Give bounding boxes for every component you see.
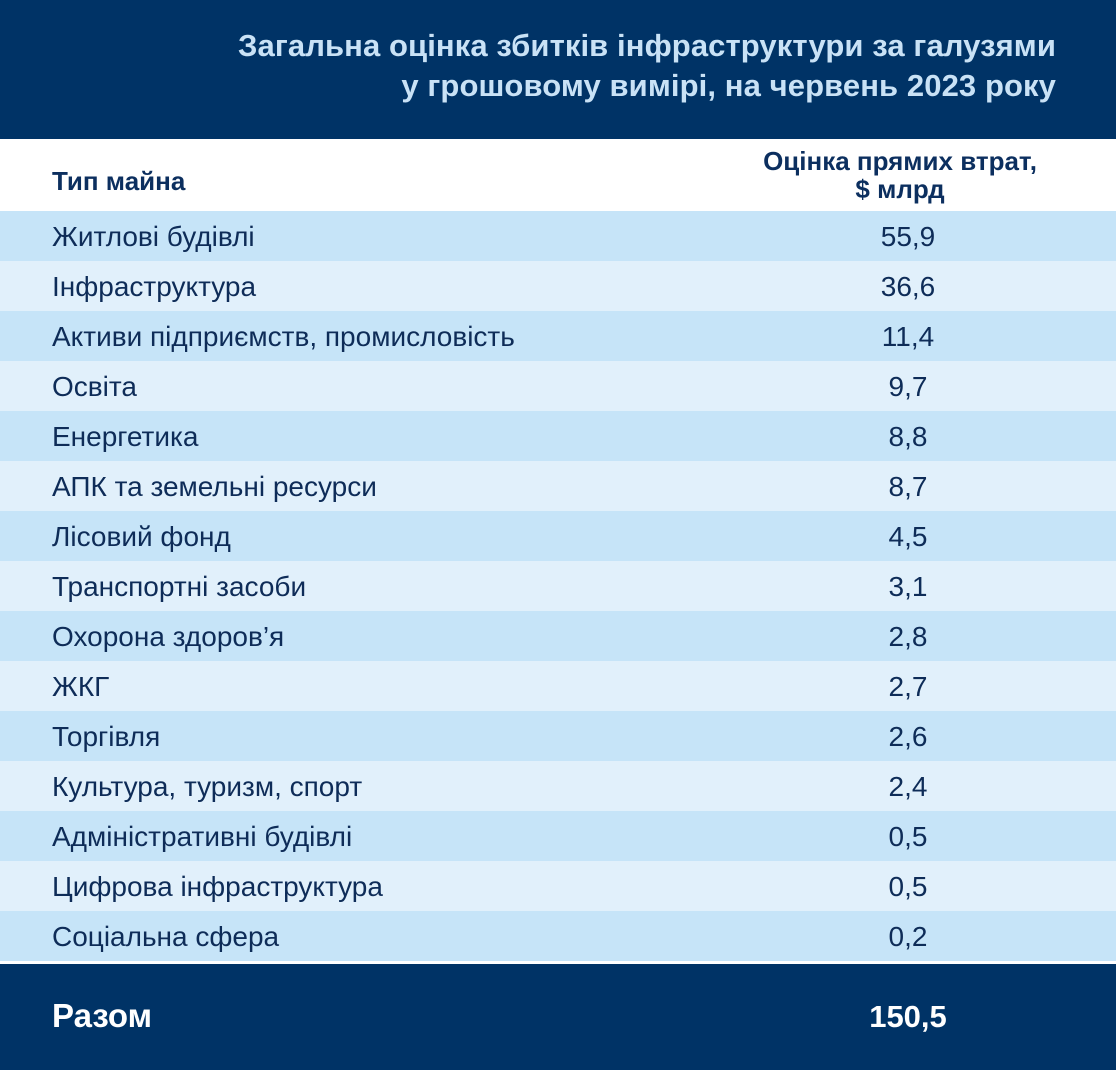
table-row: Культура, туризм, спорт 2,4 (0, 761, 1116, 811)
row-value: 2,8 (888, 621, 928, 652)
table-row: Охорона здоров’я 2,8 (0, 611, 1116, 661)
row-label: Житлові будівлі (52, 221, 255, 252)
table-row: Соціальна сфера 0,2 (0, 911, 1116, 961)
row-value: 8,8 (888, 421, 928, 452)
column-header-value-line-2: $ млрд (855, 174, 945, 204)
table-row: Торгівля 2,6 (0, 711, 1116, 761)
row-label: АПК та земельні ресурси (52, 471, 377, 502)
table-row: Освіта 9,7 (0, 361, 1116, 411)
total-label: Разом (52, 997, 153, 1034)
table-row: Активи підприємств, промисловість 11,4 (0, 311, 1116, 361)
row-value: 8,7 (888, 471, 928, 502)
row-label: Лісовий фонд (52, 521, 231, 552)
row-label: Інфраструктура (52, 271, 257, 302)
table-row: Транспортні засоби 3,1 (0, 561, 1116, 611)
table-row: Адміністративні будівлі 0,5 (0, 811, 1116, 861)
row-label: ЖКГ (52, 671, 110, 702)
row-label: Цифрова інфраструктура (52, 871, 383, 902)
table-body: Житлові будівлі 55,9 Інфраструктура 36,6 Акт… (0, 211, 1116, 961)
row-label: Охорона здоров’я (52, 621, 285, 652)
table-row: ЖКГ 2,7 (0, 661, 1116, 711)
row-label: Транспортні засоби (52, 571, 307, 602)
row-value: 0,5 (888, 821, 928, 852)
row-value: 55,9 (880, 221, 936, 252)
column-header-type: Тип майна (52, 166, 186, 196)
title-banner: Загальна оцінка збитків інфраструктури з… (0, 0, 1116, 139)
row-value: 36,6 (880, 271, 936, 302)
title-line-2: у грошовому вимірі, на червень 2023 року (401, 68, 1056, 103)
row-label: Активи підприємств, промисловість (52, 321, 515, 352)
table-row: Енергетика 8,8 (0, 411, 1116, 461)
row-label: Енергетика (52, 421, 199, 452)
table-row: Лісовий фонд 4,5 (0, 511, 1116, 561)
title-line-1: Загальна оцінка збитків інфраструктури з… (237, 28, 1056, 63)
table-header: Тип майна Оцінка прямих втрат, $ млрд (0, 139, 1116, 211)
row-value: 0,5 (888, 871, 928, 902)
row-label: Адміністративні будівлі (52, 821, 353, 852)
table-row: Цифрова інфраструктура 0,5 (0, 861, 1116, 911)
table-row: АПК та земельні ресурси 8,7 (0, 461, 1116, 511)
row-value: 4,5 (888, 521, 928, 552)
row-value: 0,2 (888, 921, 928, 952)
row-value: 3,1 (888, 571, 928, 602)
row-value: 9,7 (888, 371, 928, 402)
row-value: 11,4 (881, 321, 935, 352)
column-header-value-line-1: Оцінка прямих втрат, (763, 146, 1037, 176)
total-row: Разом 150,5 (0, 964, 1116, 1070)
column-header-value: Оцінка прямих втрат, $ млрд (700, 147, 1100, 203)
row-value: 2,7 (888, 671, 928, 702)
row-value: 2,4 (888, 771, 928, 802)
row-label: Культура, туризм, спорт (52, 771, 363, 802)
row-value: 2,6 (888, 721, 928, 752)
row-label: Освіта (52, 371, 137, 402)
row-label: Соціальна сфера (52, 921, 280, 952)
table-row: Житлові будівлі 55,9 (0, 211, 1116, 261)
row-label: Торгівля (52, 721, 161, 752)
total-value: 150,5 (869, 999, 947, 1034)
table-row: Інфраструктура 36,6 (0, 261, 1116, 311)
